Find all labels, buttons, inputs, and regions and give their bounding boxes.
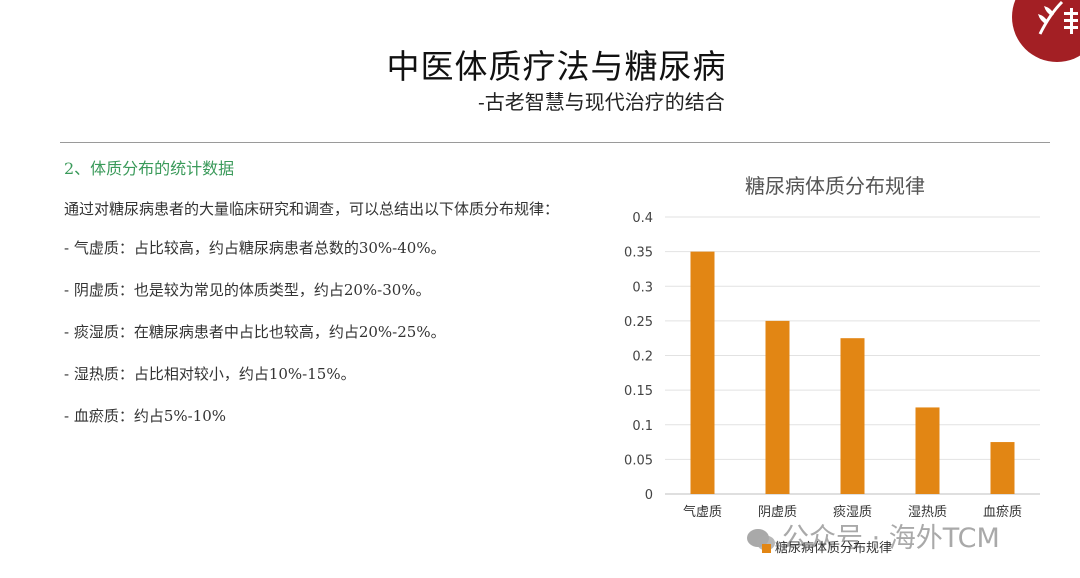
bar: [765, 320, 790, 494]
watermark-text: 公众号 · 海外TCM: [782, 523, 1000, 554]
intro-text: 通过对糖尿病患者的大量临床研究和调查，可以总结出以下体质分布规律：: [64, 200, 560, 218]
x-tick-label: 气虚质: [683, 504, 722, 520]
x-tick-label: 湿热质: [908, 505, 947, 520]
chart-title: 糖尿病体质分布规律: [745, 174, 925, 198]
y-tick-label: 0.15: [624, 384, 653, 399]
y-tick-label: 0.25: [624, 315, 653, 330]
bar: [840, 338, 865, 494]
x-tick-label: 血瘀质: [983, 504, 1022, 520]
bar: [915, 407, 940, 494]
y-tick-label: 0: [645, 488, 653, 503]
list-item: - 血瘀质：约占5%-10%: [64, 407, 227, 425]
chart-legend: 糖尿病体质分布规律: [762, 537, 892, 556]
bar: [690, 251, 715, 494]
list-item: - 阴虚质：也是较为常见的体质类型，约占20%-30%。: [64, 281, 431, 299]
x-tick-label: 痰湿质: [833, 504, 872, 520]
distribution-list: - 气虚质：占比较高，约占糖尿病患者总数的30%-40%。 - 阴虚质：也是较为…: [64, 238, 446, 448]
list-item: - 湿热质：占比相对较小，约占10%-15%。: [64, 365, 356, 383]
y-tick-label: 0.1: [632, 419, 653, 434]
section-heading: 2、体质分布的统计数据: [64, 159, 235, 178]
slide-subtitle: -古老智慧与现代治疗的结合: [478, 90, 725, 114]
y-tick-label: 0.05: [624, 453, 653, 468]
list-item: - 痰湿质：在糖尿病患者中占比也较高，约占20%-25%。: [64, 323, 446, 341]
legend-label: 糖尿病体质分布规律: [775, 541, 893, 556]
slide-title: 中医体质疗法与糖尿病: [386, 47, 727, 86]
y-tick-label: 0.4: [632, 211, 653, 226]
watermark: 公众号 · 海外TCM: [746, 516, 1000, 555]
y-tick-label: 0.2: [632, 350, 653, 365]
bar: [990, 442, 1015, 494]
wheat-emblem-icon: [1038, 0, 1078, 35]
y-tick-label: 0.3: [632, 280, 653, 295]
title-divider: [60, 142, 1050, 143]
legend-swatch: [762, 544, 771, 553]
x-tick-label: 阴虚质: [758, 505, 797, 520]
list-item: - 气虚质：占比较高，约占糖尿病患者总数的30%-40%。: [64, 239, 446, 257]
y-tick-label: 0.35: [624, 246, 653, 261]
